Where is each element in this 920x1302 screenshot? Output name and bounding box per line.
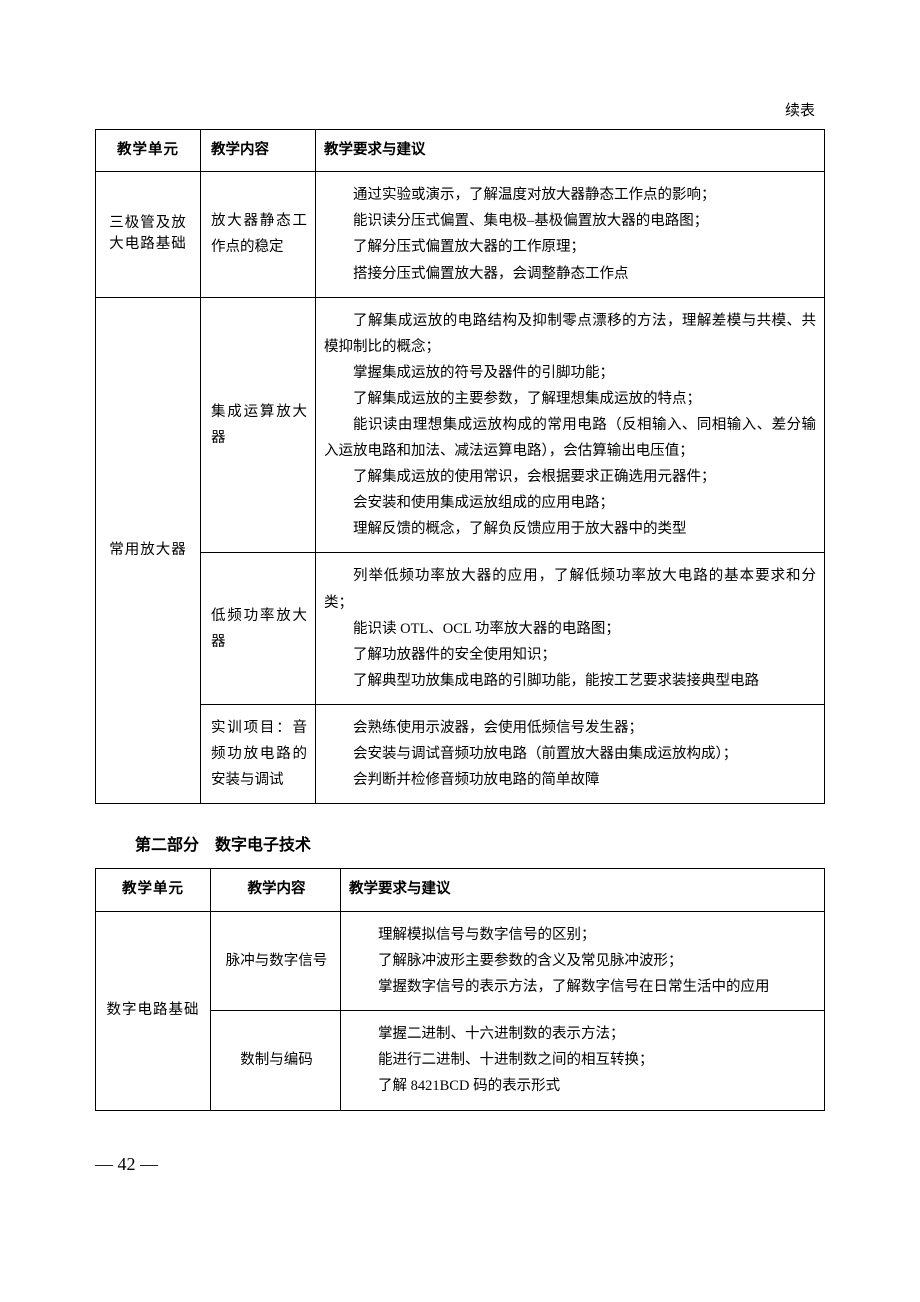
req-line: 了解典型功放集成电路的引脚功能，能按工艺要求装接典型电路 — [324, 668, 816, 694]
req-line: 会安装和使用集成运放组成的应用电路； — [324, 490, 816, 516]
curriculum-table-2: 教学单元 教学内容 教学要求与建议 数字电路基础 脉冲与数字信号 理解模拟信号与… — [95, 868, 825, 1110]
req-line: 会熟练使用示波器，会使用低频信号发生器； — [324, 715, 816, 741]
req-line: 理解反馈的概念，了解负反馈应用于放大器中的类型 — [324, 516, 816, 542]
table-row: 实训项目：音频功放电路的安装与调试 会熟练使用示波器，会使用低频信号发生器； 会… — [96, 704, 825, 803]
header-requirements: 教学要求与建议 — [341, 869, 825, 912]
req-line: 掌握集成运放的符号及器件的引脚功能； — [324, 360, 816, 386]
curriculum-table-1: 教学单元 教学内容 教学要求与建议 三极管及放大电路基础 放大器静态工作点的稳定… — [95, 129, 825, 805]
table-row: 三极管及放大电路基础 放大器静态工作点的稳定 通过实验或演示，了解温度对放大器静… — [96, 172, 825, 297]
req-line: 了解集成运放的电路结构及抑制零点漂移的方法，理解差模与共模、共模抑制比的概念； — [324, 308, 816, 360]
cell-requirements: 通过实验或演示，了解温度对放大器静态工作点的影响； 能识读分压式偏置、集电极–基… — [316, 172, 825, 297]
req-line: 会判断并检修音频功放电路的简单故障 — [324, 767, 816, 793]
req-line: 能识读分压式偏置、集电极–基极偏置放大器的电路图； — [324, 208, 816, 234]
table-header-row: 教学单元 教学内容 教学要求与建议 — [96, 129, 825, 172]
req-line: 了解集成运放的主要参数，了解理想集成运放的特点； — [324, 386, 816, 412]
req-line: 了解 8421BCD 码的表示形式 — [349, 1073, 816, 1099]
req-line: 掌握数字信号的表示方法，了解数字信号在日常生活中的应用 — [349, 974, 816, 1000]
cell-content: 脉冲与数字信号 — [211, 911, 341, 1010]
table-row: 常用放大器 集成运算放大器 了解集成运放的电路结构及抑制零点漂移的方法，理解差模… — [96, 297, 825, 553]
cell-requirements: 了解集成运放的电路结构及抑制零点漂移的方法，理解差模与共模、共模抑制比的概念； … — [316, 297, 825, 553]
header-requirements: 教学要求与建议 — [316, 129, 825, 172]
cell-requirements: 掌握二进制、十六进制数的表示方法； 能进行二进制、十进制数之间的相互转换； 了解… — [341, 1011, 825, 1110]
cell-content: 集成运算放大器 — [201, 297, 316, 553]
continued-table-label: 续表 — [95, 100, 825, 123]
req-line: 了解脉冲波形主要参数的含义及常见脉冲波形； — [349, 948, 816, 974]
cell-content: 低频功率放大器 — [201, 553, 316, 704]
req-line: 能进行二进制、十进制数之间的相互转换； — [349, 1047, 816, 1073]
cell-requirements: 列举低频功率放大器的应用，了解低频功率放大电路的基本要求和分类； 能识读 OTL… — [316, 553, 825, 704]
cell-unit: 常用放大器 — [96, 297, 201, 804]
req-line: 搭接分压式偏置放大器，会调整静态工作点 — [324, 261, 816, 287]
table-header-row: 教学单元 教学内容 教学要求与建议 — [96, 869, 825, 912]
header-content: 教学内容 — [201, 129, 316, 172]
page-number: — 42 — — [95, 1151, 825, 1178]
req-line: 能识读 OTL、OCL 功率放大器的电路图； — [324, 616, 816, 642]
req-line: 列举低频功率放大器的应用，了解低频功率放大电路的基本要求和分类； — [324, 563, 816, 615]
req-line: 通过实验或演示，了解温度对放大器静态工作点的影响； — [324, 182, 816, 208]
cell-content: 实训项目：音频功放电路的安装与调试 — [201, 704, 316, 803]
header-unit: 教学单元 — [96, 129, 201, 172]
req-line: 掌握二进制、十六进制数的表示方法； — [349, 1021, 816, 1047]
req-line: 了解集成运放的使用常识，会根据要求正确选用元器件； — [324, 464, 816, 490]
cell-content: 数制与编码 — [211, 1011, 341, 1110]
req-line: 理解模拟信号与数字信号的区别； — [349, 922, 816, 948]
cell-requirements: 会熟练使用示波器，会使用低频信号发生器； 会安装与调试音频功放电路（前置放大器由… — [316, 704, 825, 803]
header-content: 教学内容 — [211, 869, 341, 912]
cell-content: 放大器静态工作点的稳定 — [201, 172, 316, 297]
req-line: 会安装与调试音频功放电路（前置放大器由集成运放构成）； — [324, 741, 816, 767]
req-line: 了解功放器件的安全使用知识； — [324, 642, 816, 668]
req-line: 能识读由理想集成运放构成的常用电路（反相输入、同相输入、差分输入运放电路和加法、… — [324, 412, 816, 464]
table-row: 低频功率放大器 列举低频功率放大器的应用，了解低频功率放大电路的基本要求和分类；… — [96, 553, 825, 704]
req-line: 了解分压式偏置放大器的工作原理； — [324, 234, 816, 260]
cell-unit: 三极管及放大电路基础 — [96, 172, 201, 297]
header-unit: 教学单元 — [96, 869, 211, 912]
cell-requirements: 理解模拟信号与数字信号的区别； 了解脉冲波形主要参数的含义及常见脉冲波形； 掌握… — [341, 911, 825, 1010]
cell-unit: 数字电路基础 — [96, 911, 211, 1110]
table-row: 数字电路基础 脉冲与数字信号 理解模拟信号与数字信号的区别； 了解脉冲波形主要参… — [96, 911, 825, 1010]
section-heading-part2: 第二部分 数字电子技术 — [135, 834, 825, 858]
